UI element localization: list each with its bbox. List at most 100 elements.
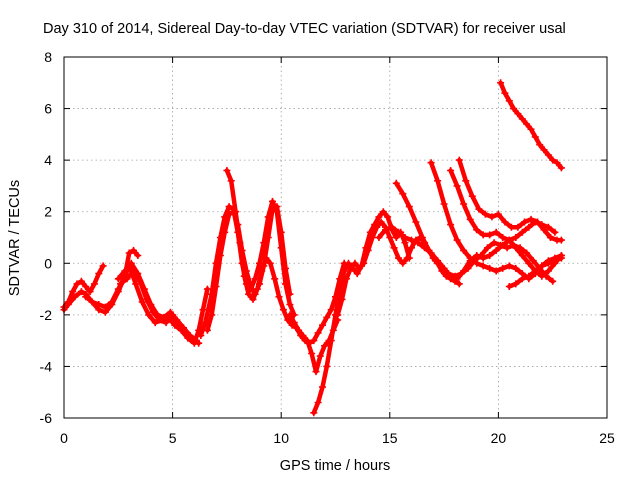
series-arc-7: [203, 203, 294, 334]
plus-marker: [523, 249, 531, 257]
plus-marker: [138, 298, 146, 306]
plus-marker: [321, 342, 329, 350]
plus-marker: [82, 283, 90, 290]
plus-marker: [521, 218, 528, 226]
plus-marker: [95, 301, 103, 308]
plus-marker: [544, 259, 552, 267]
plus-marker: [518, 275, 526, 283]
grid: [64, 57, 607, 418]
plus-marker: [534, 218, 541, 226]
y-tick-label: 4: [44, 152, 52, 168]
plus-marker: [412, 218, 420, 226]
plus-marker: [264, 234, 272, 241]
plus-marker: [447, 221, 455, 229]
plus-marker: [199, 306, 207, 314]
plus-marker: [514, 110, 522, 118]
plus-marker: [431, 257, 439, 265]
plus-marker: [342, 275, 350, 283]
plus-marker: [151, 319, 159, 327]
plus-marker: [505, 236, 513, 244]
plus-marker: [486, 252, 494, 259]
plus-marker: [360, 259, 368, 267]
plus-marker: [540, 226, 548, 234]
plus-marker: [438, 264, 446, 272]
plus-marker: [512, 234, 520, 241]
plus-marker: [303, 337, 311, 345]
plus-marker: [245, 290, 253, 298]
plus-marker: [529, 257, 537, 265]
plus-marker: [269, 205, 276, 213]
x-tick-labels: 0 5 10 15 20 25: [60, 430, 615, 446]
plus-marker: [375, 213, 383, 221]
plus-marker: [414, 239, 422, 247]
plus-marker: [386, 234, 394, 241]
plus-marker: [542, 272, 550, 280]
plus-marker: [225, 210, 233, 218]
plus-marker: [156, 316, 164, 324]
plus-marker: [127, 259, 135, 267]
plus-marker: [479, 231, 487, 239]
plus-marker: [368, 234, 376, 241]
plus-marker: [492, 228, 500, 236]
plus-marker: [340, 267, 348, 275]
plus-marker: [455, 156, 463, 164]
plus-marker: [240, 272, 248, 280]
plus-marker: [473, 259, 481, 267]
plot-frame: [63, 56, 608, 419]
plus-marker: [549, 277, 557, 285]
plus-marker: [134, 252, 142, 259]
plus-marker: [462, 177, 470, 185]
series-arc-8: [223, 167, 348, 347]
plus-marker: [95, 270, 103, 278]
axis-ticks: [63, 56, 608, 419]
plus-marker: [227, 177, 235, 185]
plus-marker: [505, 262, 513, 270]
plus-marker: [327, 337, 335, 345]
series-line: [498, 80, 564, 171]
plus-marker: [388, 223, 396, 231]
plus-marker: [108, 298, 116, 306]
plus-marker: [392, 179, 400, 187]
plus-marker: [314, 399, 322, 406]
plus-marker: [444, 270, 452, 278]
plus-marker: [486, 231, 494, 239]
plus-marker: [90, 280, 98, 288]
series-arc-1: [60, 262, 107, 311]
plus-marker: [514, 223, 522, 231]
x-tick-label: 10: [273, 430, 289, 446]
plus-marker: [277, 228, 285, 236]
plus-marker: [405, 203, 413, 211]
plus-marker: [551, 257, 559, 265]
plus-marker: [434, 177, 442, 185]
plus-marker: [377, 218, 385, 226]
plus-marker: [195, 339, 203, 347]
plus-marker: [262, 254, 270, 262]
plus-marker: [525, 272, 533, 280]
y-tick-label: -4: [40, 358, 53, 374]
plus-marker: [286, 301, 294, 308]
plus-marker: [460, 200, 468, 208]
plus-marker: [557, 164, 565, 172]
plus-marker: [308, 350, 316, 357]
plus-marker: [477, 252, 485, 259]
plus-marker: [82, 293, 90, 301]
chart-title: Day 310 of 2014, Sidereal Day-to-day VTE…: [43, 21, 566, 37]
plus-marker: [182, 329, 190, 337]
plus-marker: [364, 246, 372, 254]
plus-marker: [510, 241, 518, 249]
plus-marker: [460, 246, 468, 254]
plus-marker: [232, 208, 240, 216]
plus-marker: [544, 267, 552, 275]
plus-marker: [132, 280, 140, 288]
plus-marker: [145, 311, 153, 319]
series-arc-18: [505, 254, 565, 290]
plus-marker: [375, 234, 383, 241]
y-tick-label: 8: [44, 49, 52, 65]
plus-marker: [531, 267, 539, 275]
x-tick-label: 5: [169, 430, 177, 446]
x-tick-label: 15: [382, 430, 398, 446]
plus-marker: [494, 210, 502, 218]
plus-marker: [455, 280, 463, 288]
series-group: [60, 79, 565, 417]
plus-marker: [390, 244, 398, 252]
